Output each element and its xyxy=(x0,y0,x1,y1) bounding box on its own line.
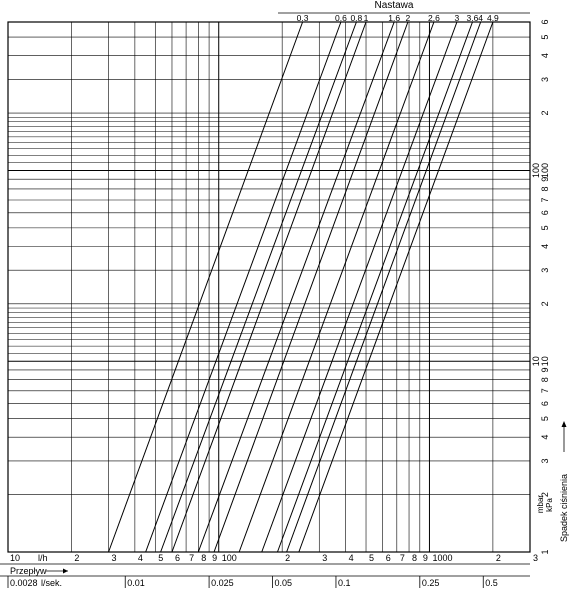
x-tick-label: 2 xyxy=(496,553,501,563)
ls-tick-label: 0.25 xyxy=(422,578,440,588)
y-tick-label: 7 xyxy=(540,197,550,202)
y-tick-label: 2 xyxy=(540,492,550,497)
y-tick-label: 5 xyxy=(540,416,550,421)
ls-tick-label: 0.025 xyxy=(211,578,234,588)
y-tick-label: 8 xyxy=(540,186,550,191)
x-tick-label: 5 xyxy=(158,553,163,563)
y-tick-label: 5 xyxy=(540,225,550,230)
series-line-2-6 xyxy=(238,21,435,553)
x-tick-label: 6 xyxy=(386,553,391,563)
x-tick-label: 1000 xyxy=(432,553,452,563)
series-label: 1 xyxy=(364,13,369,23)
x-unit-ls: l/sek. xyxy=(41,578,62,588)
y-tick-label: 2 xyxy=(540,301,550,306)
series-line-4 xyxy=(286,21,482,553)
mbar-tick-label: 100 xyxy=(531,163,541,178)
series-label: 1.6 xyxy=(388,13,400,23)
y-tick-label: 6 xyxy=(540,401,550,406)
series-label: 0.8 xyxy=(350,13,362,23)
chart-title: Nastawa xyxy=(375,0,414,11)
series-line-1-6 xyxy=(197,21,395,553)
x-tick-label: 9 xyxy=(212,553,217,563)
y-tick-label: 5 xyxy=(540,35,550,40)
series-line-0-6 xyxy=(145,21,342,553)
y-tick-label: 9 xyxy=(540,367,550,372)
y-unit-kpa: kPa xyxy=(545,498,554,512)
series-label: 4.9 xyxy=(487,13,499,23)
y-tick-label: 4 xyxy=(540,435,550,440)
y-tick-label: 3 xyxy=(540,77,550,82)
series-line-0-3 xyxy=(108,21,304,553)
x-tick-label: 3 xyxy=(112,553,117,563)
y-tick-label: 6 xyxy=(540,19,550,24)
x-tick-label: 4 xyxy=(349,553,354,563)
y-unit-mbar: mbar xyxy=(536,495,545,514)
series-label: 4 xyxy=(478,13,483,23)
x-tick-label: 2 xyxy=(285,553,290,563)
x-tick-label: 10 xyxy=(10,553,20,563)
x-tick-label: 2 xyxy=(74,553,79,563)
series-label: 2.6 xyxy=(428,13,440,23)
x-tick-label: 8 xyxy=(412,553,417,563)
ls-tick-label: 0.05 xyxy=(275,578,293,588)
y-tick-label: 10 xyxy=(540,356,550,366)
y-tick-label: 1 xyxy=(540,549,550,554)
series-line-2 xyxy=(213,21,409,553)
y-tick-label: 4 xyxy=(540,53,550,58)
x-tick-label: 100 xyxy=(222,553,237,563)
x-tick-label: 7 xyxy=(189,553,194,563)
y-tick-label: 8 xyxy=(540,377,550,382)
x-tick-label: 5 xyxy=(369,553,374,563)
series-line-3 xyxy=(261,21,458,553)
y-tick-label: 3 xyxy=(540,458,550,463)
x-tick-label: 9 xyxy=(423,553,428,563)
series-line-4-9 xyxy=(298,21,494,553)
x-axis-arrow-head xyxy=(63,568,68,574)
x-tick-label: 6 xyxy=(175,553,180,563)
x-tick-label: 4 xyxy=(138,553,143,563)
ls-tick-label: 0.0028 xyxy=(10,578,38,588)
y-tick-label: 2 xyxy=(540,111,550,116)
y-axis-arrow-head xyxy=(561,421,567,427)
y-tick-label: 9 xyxy=(540,177,550,182)
x-tick-label: 3 xyxy=(322,553,327,563)
x-tick-label: 3 xyxy=(533,553,538,563)
series-line-1 xyxy=(171,21,367,553)
y-tick-label: 6 xyxy=(540,210,550,215)
x-tick-label: 8 xyxy=(201,553,206,563)
series-label: 2 xyxy=(406,13,411,23)
ls-tick-label: 0.5 xyxy=(485,578,498,588)
x-unit-lh: l/h xyxy=(38,553,48,563)
y-tick-label: 7 xyxy=(540,388,550,393)
ls-tick-label: 0.01 xyxy=(127,578,145,588)
series-label: 0.3 xyxy=(297,13,309,23)
y-tick-label: 3 xyxy=(540,268,550,273)
series-line-3-6 xyxy=(277,21,473,553)
y-tick-label: 4 xyxy=(540,244,550,249)
x-axis-label: Przepływ xyxy=(10,566,47,576)
ls-tick-label: 0.1 xyxy=(338,578,351,588)
mbar-tick-label: 10 xyxy=(531,356,541,366)
x-tick-label: 7 xyxy=(400,553,405,563)
y-axis-label: Spadek ciśnienia xyxy=(559,474,569,542)
series-line-0-8 xyxy=(160,21,357,553)
series-label: 3.6 xyxy=(467,13,479,23)
series-label: 3 xyxy=(455,13,460,23)
y-tick-label: 100 xyxy=(540,163,550,178)
series-label: 0.6 xyxy=(335,13,347,23)
